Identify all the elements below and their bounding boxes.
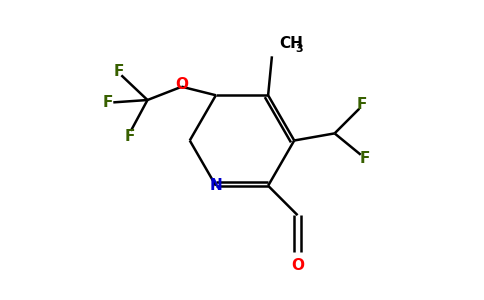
Text: CH: CH [279, 36, 303, 51]
Text: O: O [291, 258, 304, 273]
Text: N: N [210, 178, 222, 193]
Text: F: F [357, 98, 367, 112]
Text: 3: 3 [295, 44, 303, 54]
Text: O: O [175, 77, 188, 92]
Text: F: F [125, 129, 135, 144]
Text: F: F [114, 64, 124, 79]
Text: F: F [103, 95, 113, 110]
Text: F: F [359, 151, 370, 166]
